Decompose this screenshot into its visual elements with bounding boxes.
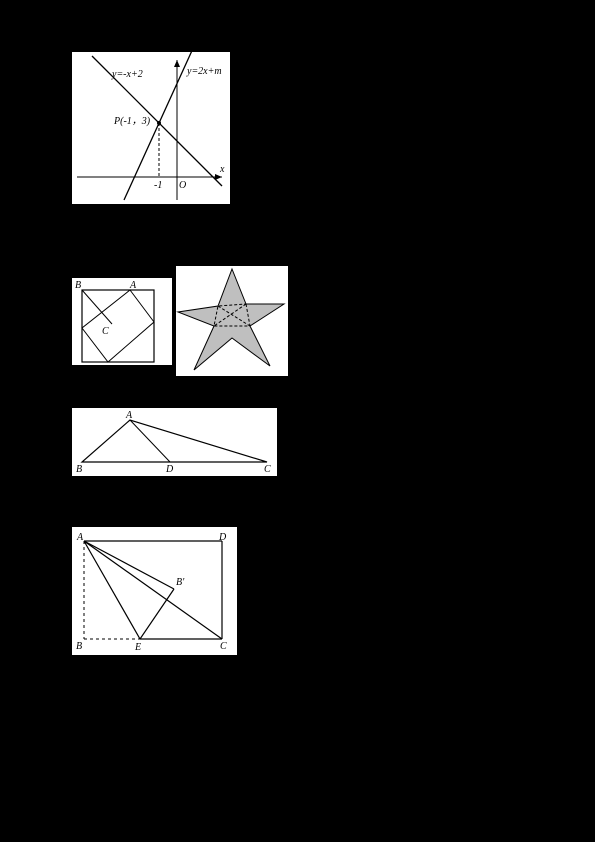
fig5-label-bp: B' bbox=[176, 577, 185, 588]
fig1-label-x: x bbox=[219, 164, 225, 175]
fig4-label-d: D bbox=[165, 464, 174, 475]
fig5-label-d: D bbox=[218, 532, 227, 543]
fig1-label-origin: O bbox=[179, 180, 186, 191]
fig5-rectangle-fold: A D B C E B' bbox=[72, 527, 237, 655]
fig2-label-c: C bbox=[102, 326, 109, 337]
fig1-label-neg1: -1 bbox=[154, 180, 162, 191]
fig2-label-b: B bbox=[75, 280, 81, 291]
fig2-label-a: A bbox=[129, 280, 137, 291]
fig5-label-b: B bbox=[76, 641, 82, 652]
fig4-label-b: B bbox=[76, 464, 82, 475]
fig1-label-line1: y=-x+2 bbox=[111, 69, 143, 80]
fig5-label-c: C bbox=[220, 641, 227, 652]
fig4-label-a: A bbox=[125, 410, 133, 421]
fig1-linear-graph: y=-x+2 y=2x+m P(-1，3) -1 O x bbox=[72, 52, 230, 204]
fig1-label-line2: y=2x+m bbox=[186, 66, 222, 77]
fig4-triangle: A B D C bbox=[72, 408, 277, 476]
fig5-label-a: A bbox=[76, 532, 84, 543]
fig1-label-point: P(-1，3) bbox=[113, 116, 151, 127]
page: y=-x+2 y=2x+m P(-1，3) -1 O x A B C bbox=[0, 0, 595, 842]
fig3-star bbox=[176, 266, 288, 376]
fig5-label-e: E bbox=[134, 642, 141, 653]
fig4-label-c: C bbox=[264, 464, 271, 475]
fig2-square-triangle: A B C bbox=[72, 278, 172, 365]
